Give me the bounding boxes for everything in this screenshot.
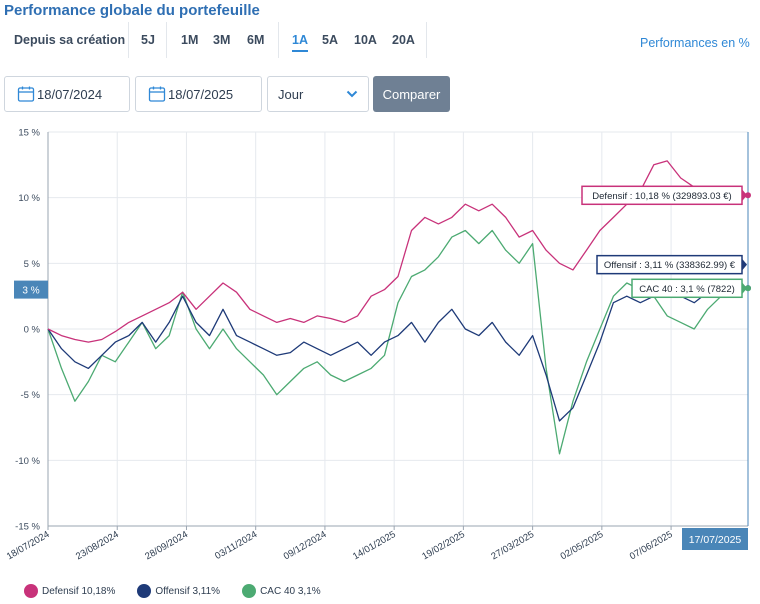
- period-divider: [426, 22, 427, 58]
- tooltip-pointer: [742, 282, 747, 295]
- page-title: Performance globale du portefeuille: [4, 2, 260, 19]
- tooltip-pointer: [742, 258, 747, 271]
- start-date-value: 18/07/2024: [37, 86, 103, 102]
- x-tick-label: 02/05/2025: [559, 529, 606, 562]
- tooltip-text: Offensif : 3,11 % (338362.99) €: [604, 260, 736, 271]
- x-tick-label: 14/01/2025: [351, 529, 398, 562]
- legend-dot: [137, 584, 152, 598]
- period-3m[interactable]: 3M: [213, 33, 231, 47]
- y-tick-label: -15 %: [15, 522, 40, 533]
- granularity-select[interactable]: Jour: [267, 76, 369, 112]
- legend-item-offensif[interactable]: Offensif 3,11%: [137, 584, 220, 598]
- legend-value: 10,18%: [81, 585, 116, 597]
- period-20a[interactable]: 20A: [392, 33, 415, 47]
- granularity-value: Jour: [278, 86, 304, 102]
- x-tick-label: 27/03/2025: [489, 529, 536, 562]
- period-5a[interactable]: 5A: [322, 33, 338, 47]
- x-tick-label: 07/06/2025: [628, 529, 675, 562]
- chart-legend: Defensif 10,18% Offensif 3,11% CAC 40 3,…: [24, 584, 343, 598]
- tooltip-text: CAC 40 : 3,1 % (7822): [639, 284, 735, 295]
- x-tick-label: 23/08/2024: [74, 529, 121, 562]
- crosshair-x-label: 17/07/2025: [689, 534, 742, 546]
- legend-dot: [24, 584, 38, 598]
- x-tick-label: 28/09/2024: [143, 529, 190, 562]
- legend-label: Offensif: [155, 585, 190, 597]
- legend-label: Defensif: [42, 585, 79, 597]
- end-date-field[interactable]: 18/07/2025: [135, 76, 262, 112]
- series-end-point: [745, 285, 751, 292]
- y-tick-label: 0 %: [24, 325, 41, 336]
- legend-value: 3,1%: [297, 585, 321, 597]
- period-divider: [128, 22, 129, 58]
- period-since-creation[interactable]: Depuis sa création: [14, 33, 126, 47]
- period-10a[interactable]: 10A: [354, 33, 377, 47]
- calendar-icon: [17, 86, 35, 102]
- period-1m[interactable]: 1M: [181, 33, 199, 47]
- legend-value: 3,11%: [192, 585, 221, 597]
- x-tick-label: 19/02/2025: [420, 529, 467, 562]
- legend-dot: [242, 584, 257, 598]
- legend-item-defensif[interactable]: Defensif 10,18%: [24, 584, 115, 598]
- crosshair-y-badge: [14, 280, 48, 299]
- performance-mode-label[interactable]: Performances en %: [640, 36, 750, 50]
- series-end-point: [745, 192, 751, 199]
- period-divider: [166, 22, 167, 58]
- y-tick-label: 5 %: [24, 259, 41, 270]
- y-tick-label: 10 %: [18, 193, 40, 204]
- tooltip-pointer: [742, 189, 747, 202]
- tooltip-text: Defensif : 10,18 % (329893.03 €): [592, 191, 731, 202]
- period-5j[interactable]: 5J: [141, 33, 155, 47]
- x-tick-label: 18/07/2024: [5, 529, 52, 562]
- crosshair-y-label: 3 %: [22, 286, 39, 297]
- x-tick-label: 09/12/2024: [282, 529, 329, 562]
- y-tick-label: 15 %: [18, 128, 40, 139]
- crosshair-x-badge: [682, 528, 748, 550]
- chevron-down-icon: [346, 90, 358, 98]
- calendar-icon: [148, 86, 166, 102]
- performance-mode-text: Performances en %: [640, 36, 750, 50]
- performance-chart: 15 % 10 % 5 % 0 % -5 % -10 % -15 %18/07/2024 23…: [5, 128, 751, 562]
- legend-item-cac40[interactable]: CAC 40 3,1%: [242, 584, 321, 598]
- period-1a[interactable]: 1A: [292, 30, 308, 52]
- period-6m[interactable]: 6M: [247, 33, 265, 47]
- x-tick-label: 03/11/2024: [213, 529, 259, 562]
- y-tick-label: -5 %: [20, 390, 40, 401]
- compare-button[interactable]: Comparer: [373, 76, 450, 112]
- series-line-offensif: [47, 286, 749, 422]
- legend-label: CAC 40: [260, 585, 296, 597]
- end-date-value: 18/07/2025: [168, 86, 234, 102]
- y-tick-label: -10 %: [15, 456, 40, 467]
- chart-overlay: 3 % 17/07/2025 Defensif : 10,18 % (329893.…: [14, 132, 751, 550]
- period-divider: [278, 22, 279, 58]
- start-date-field[interactable]: 18/07/2024: [4, 76, 130, 112]
